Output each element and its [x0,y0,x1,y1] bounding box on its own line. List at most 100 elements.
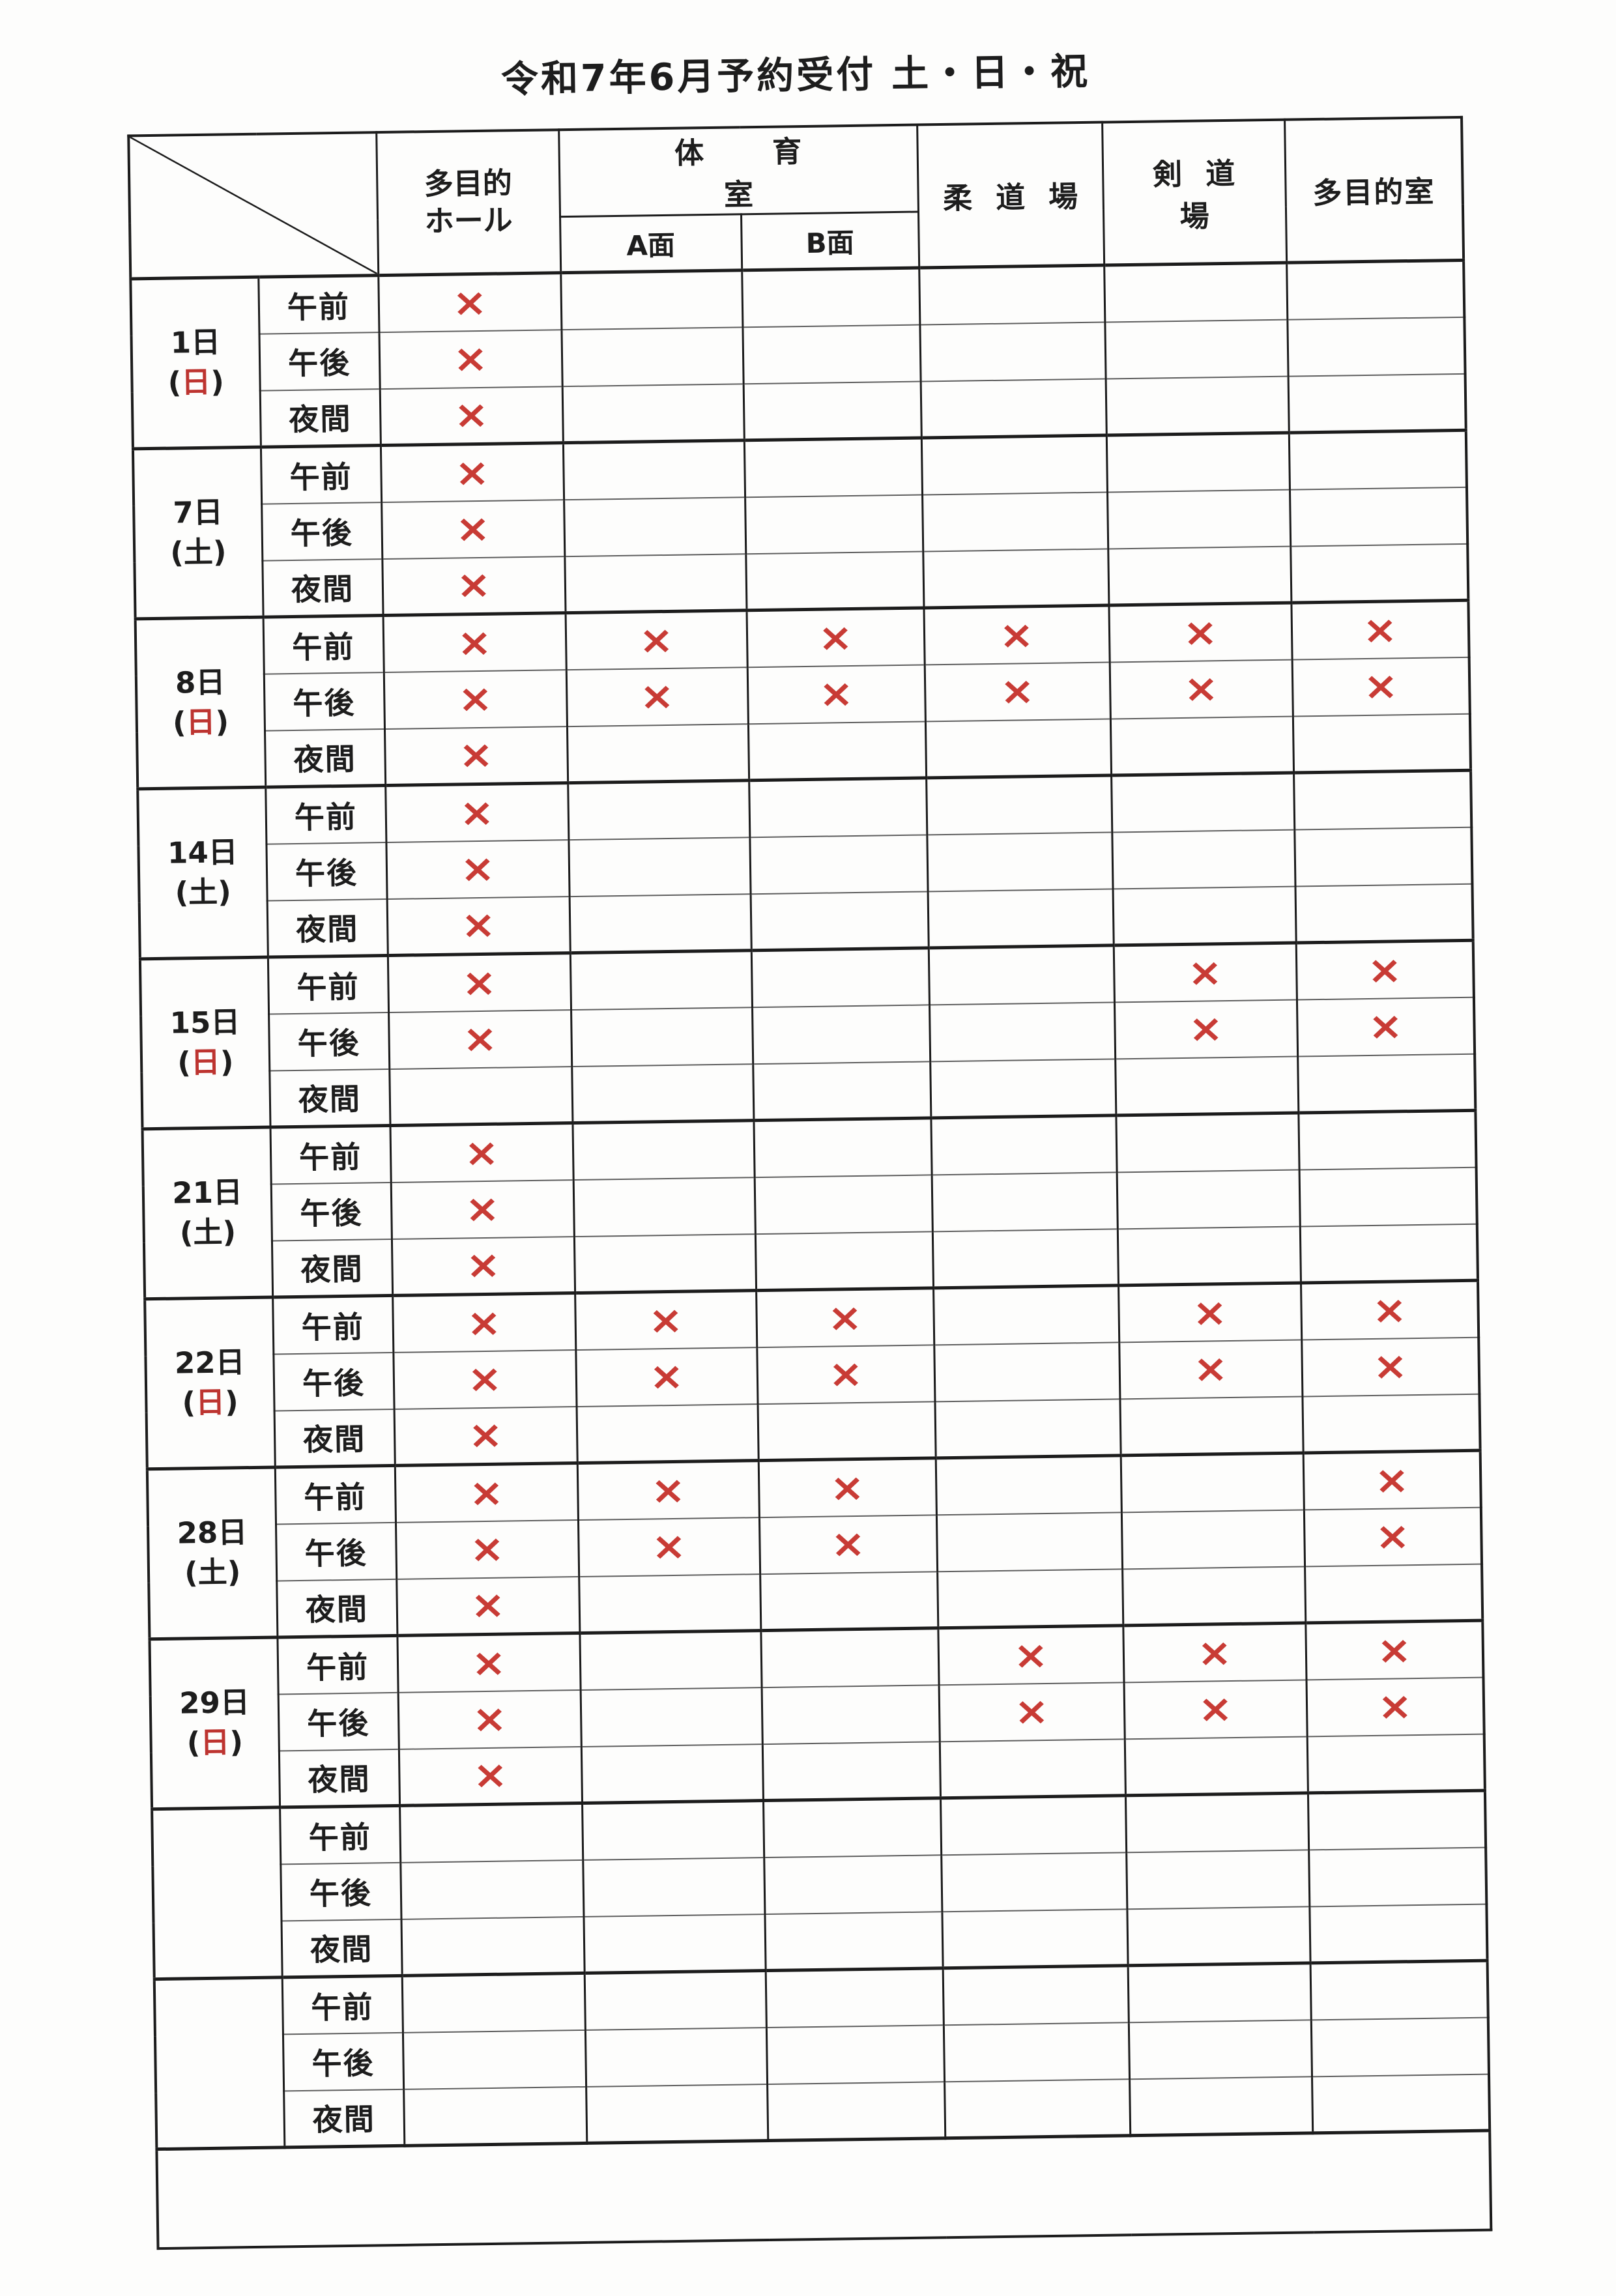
empty-cell [1116,1113,1299,1172]
empty-cell [742,268,919,327]
mark-cell: × [392,1293,575,1353]
empty-cell [940,1739,1125,1798]
time-slot-cell: 午後 [271,1182,392,1241]
hall-label-line2: ホール [378,201,559,240]
x-mark: × [464,1134,499,1173]
x-mark: × [468,1416,503,1455]
empty-cell [1307,1734,1485,1793]
mark-cell: × [396,1577,579,1636]
column-header-hall: 多目的 ホール [376,130,560,275]
weekday-label: (土) [150,1553,276,1594]
empty-cell [1298,1110,1476,1170]
time-slot-cell: 夜間 [260,389,381,448]
column-header-judo: 柔道場 [917,122,1104,268]
mark-cell: × [381,443,564,502]
mark-cell: × [1301,1280,1479,1340]
empty-cell [928,889,1114,948]
date-label: 29日 [151,1683,277,1724]
empty-cell [1104,263,1287,322]
mark-cell: × [1296,940,1474,999]
mark-cell: × [379,330,562,389]
empty-cell [389,1067,572,1126]
x-mark: × [1363,611,1398,650]
mark-cell: × [1108,603,1291,662]
time-slot-cell: 午前 [261,446,381,504]
mark-cell: × [759,1515,937,1574]
time-slot-cell: 午前 [263,616,384,674]
x-mark: × [460,850,495,889]
time-slot-cell: 夜間 [267,899,388,958]
empty-cell [579,1574,760,1633]
x-mark: × [830,1525,865,1564]
empty-cell [743,381,921,440]
mark-cell: × [394,1407,577,1466]
x-mark: × [472,1756,508,1795]
empty-cell [760,1571,938,1631]
date-label: 21日 [145,1173,270,1214]
empty-cell [942,1909,1127,1968]
weekday-char: 日 [181,365,211,400]
mark-cell: × [1114,943,1297,1002]
weekday-label: (日) [147,1383,273,1424]
empty-cell [940,1796,1126,1855]
mark-cell: × [575,1291,757,1350]
empty-cell [579,1631,761,1690]
empty-cell [1119,1396,1303,1456]
empty-cell [567,724,749,783]
mark-cell: × [381,500,564,559]
table-header: 多目的 ホール 体育室 柔道場 剣道場 多目的室 A面 B面 [128,117,1464,279]
x-mark: × [1367,951,1402,990]
x-mark: × [467,1360,502,1399]
x-mark: × [1368,1007,1403,1046]
empty-cell [1107,489,1290,549]
x-mark: × [465,1246,500,1285]
empty-cell [1305,1564,1482,1623]
empty-cell [1108,546,1291,605]
date-cell: 14日(土) [137,787,268,959]
empty-cell [751,948,929,1007]
empty-cell [921,435,1107,495]
time-slot-cell: 午後 [278,1692,399,1751]
mark-cell: × [575,1347,757,1407]
empty-cell [941,1852,1127,1912]
weekday-char: 土 [184,535,214,570]
date-label: 8日 [137,663,263,704]
empty-cell [1308,1790,1486,1850]
empty-cell [1299,1167,1477,1226]
empty-cell [1290,543,1468,603]
empty-cell [1128,1963,1311,2022]
time-slot-cell: 午前 [268,956,388,1014]
x-mark: × [470,1586,506,1625]
empty-cell [1121,1510,1305,1569]
mark-cell: × [747,665,925,724]
x-mark: × [1198,1690,1233,1729]
x-mark: × [461,964,497,1003]
x-mark: × [1193,1350,1228,1389]
date-cell: 29日(日) [149,1637,280,1809]
time-slot-cell: 午後 [259,332,380,391]
mark-cell: × [391,1180,574,1239]
time-slot-cell: 夜間 [279,1749,399,1807]
x-mark: × [454,396,489,435]
empty-cell [745,551,923,610]
corner-cell [128,132,378,279]
x-mark: × [461,906,496,945]
empty-cell [572,1121,754,1180]
mark-cell: × [384,670,567,729]
column-header-gym: 体育室 [558,125,918,217]
time-slot-cell: 夜間 [274,1409,395,1467]
empty-cell [574,1234,756,1293]
empty-cell [921,379,1106,438]
x-mark: × [650,1471,685,1510]
weekday-label: (土) [136,532,261,573]
weekday-label: (土) [140,872,266,913]
x-mark: × [471,1644,506,1683]
empty-cell [742,324,920,384]
time-slot-cell: 午後 [276,1522,396,1581]
mark-cell: × [397,1633,580,1692]
empty-cell [1309,1904,1487,1963]
empty-cell [927,832,1112,891]
time-slot-cell: 午後 [266,842,386,901]
mark-cell: × [756,1288,934,1347]
empty-cell [767,2082,945,2141]
